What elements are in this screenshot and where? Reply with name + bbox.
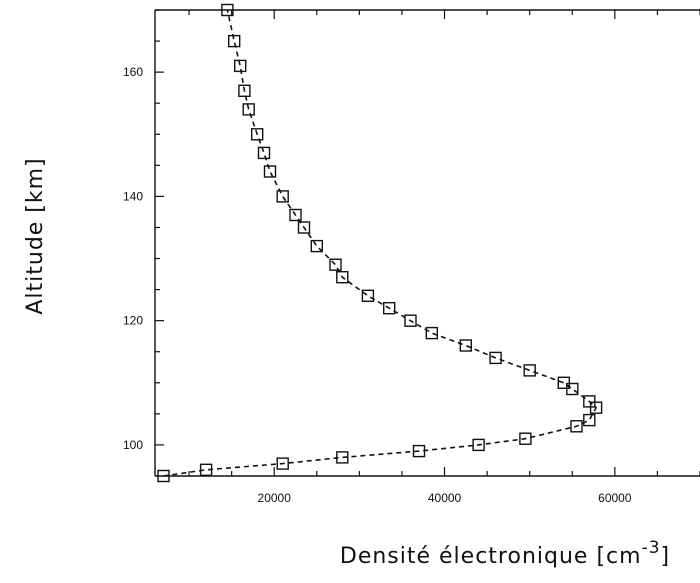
data-point (263, 165, 277, 178)
data-point (336, 271, 349, 284)
x-axis-label: Densité électronique [cm-3] (340, 538, 670, 569)
y-tick-label: 100 (123, 438, 143, 452)
series-line-group (163, 9, 598, 477)
data-point (238, 84, 251, 98)
data-point (404, 314, 417, 327)
data-point (412, 444, 426, 458)
data-point (227, 34, 241, 48)
data-point (583, 413, 596, 427)
x-tick-label: 20000 (258, 491, 292, 505)
data-point (459, 339, 472, 352)
data-point (242, 103, 255, 116)
y-tick-label: 120 (123, 314, 143, 328)
x-tick-label: 40000 (428, 491, 462, 505)
data-point (329, 258, 342, 271)
data-point (566, 382, 579, 396)
data-point (589, 401, 603, 414)
data-point (472, 438, 485, 452)
data-point (297, 221, 311, 234)
data-point (199, 463, 213, 476)
data-point (489, 351, 502, 365)
data-point (361, 289, 375, 302)
y-tick-label: 160 (123, 65, 143, 79)
axis-ticks (155, 9, 700, 476)
data-point (276, 190, 289, 203)
data-point (336, 451, 349, 464)
data-point (257, 146, 271, 160)
data-point (289, 208, 302, 222)
x-tick-label: 60000 (598, 491, 632, 505)
axis-labels: 20000 40000 60000 100 120 140 160 Densité élect… (23, 65, 670, 569)
data-point (425, 326, 438, 340)
data-point (557, 376, 570, 389)
data-point (583, 395, 596, 408)
data-point (570, 420, 583, 433)
data-point (519, 432, 532, 445)
data-point (310, 239, 323, 253)
data-point (383, 302, 396, 315)
axes (154, 9, 700, 477)
data-point (157, 469, 170, 483)
data-point (250, 128, 264, 141)
data-point (523, 364, 536, 377)
data-points (157, 3, 603, 483)
data-point (233, 59, 247, 73)
data-point (221, 3, 234, 17)
y-tick-label: 140 (123, 189, 143, 203)
y-axis-label: Altitude [km] (23, 157, 48, 314)
density-profile-line (163, 9, 598, 477)
data-point (276, 457, 289, 470)
